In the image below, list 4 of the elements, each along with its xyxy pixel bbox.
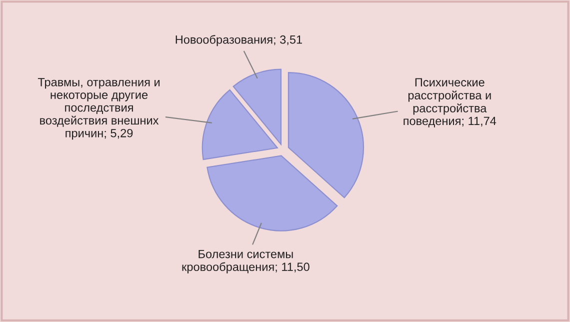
- slice-label: Психические расстройства и расстройства поведения; 11,74: [404, 78, 496, 128]
- slice-label: Травмы, отравления и некоторые другие последствия воздействия внешних причин; 5,29: [38, 78, 160, 140]
- slice-label: Новообразования; 3,51: [176, 35, 302, 46]
- slice-label: Болезни системы кровообращения; 11,50: [182, 250, 310, 274]
